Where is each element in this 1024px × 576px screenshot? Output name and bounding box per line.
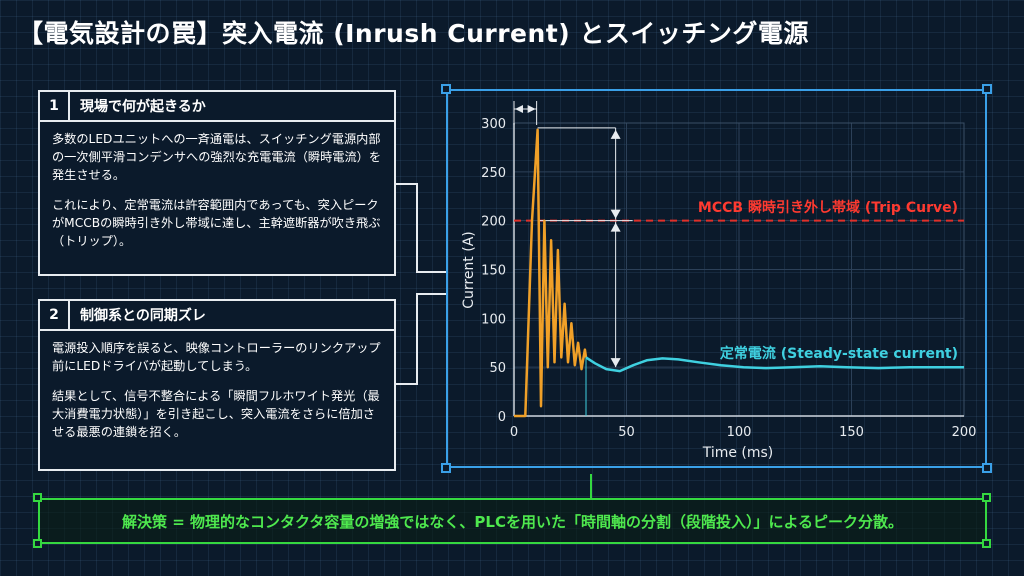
banner-corner [982, 539, 991, 548]
arrow-head [610, 222, 621, 232]
x-tick-label: 100 [727, 425, 752, 440]
arrow-head [515, 105, 523, 113]
solution-banner: 解決策 = 物理的なコンタクタ容量の増強ではなく、PLCを用いた「時間軸の分割（… [38, 498, 987, 544]
y-tick-label: 150 [481, 264, 506, 279]
y-tick-label: 200 [481, 215, 506, 230]
arrow-head [610, 129, 621, 139]
card-paragraph: これにより、定常電流は許容範囲内であっても、突入ピークがMCCBの瞬時引き外し帯… [52, 198, 381, 248]
steady-current-label: 定常電流 (Steady-state current) [720, 345, 958, 362]
banner-corner [33, 539, 42, 548]
frame-corner [982, 84, 992, 94]
connector-line [416, 271, 446, 273]
connector-line [396, 183, 418, 185]
y-tick-label: 300 [481, 117, 506, 132]
x-tick-label: 200 [952, 425, 977, 440]
solution-text: 解決策 = 物理的なコンタクタ容量の増強ではなく、PLCを用いた「時間軸の分割（… [121, 512, 904, 531]
connector-line [416, 293, 418, 385]
chart-frame [446, 89, 987, 468]
arrow-head [610, 209, 621, 219]
connector-line [396, 383, 418, 385]
inrush-series-line [514, 128, 588, 418]
arrow-head [527, 105, 536, 113]
trip-curve-label: MCCB 瞬時引き外し帯域 (Trip Curve) [698, 199, 958, 216]
card-paragraph: 結果として、信号不整合による「瞬間フルホワイト発光（最大消費電力状態）」を引き起… [52, 389, 380, 439]
connector-line [416, 183, 418, 273]
frame-corner [441, 463, 451, 473]
y-tick-label: 50 [489, 361, 506, 376]
info-card-1: 1 現場で何が起きるか 多数のLEDユニットへの一斉通電は、スイッチング電源内部… [38, 90, 396, 276]
connector-line [590, 474, 592, 498]
y-axis-label: Current (A) [461, 231, 477, 309]
card-number: 2 [40, 301, 70, 329]
frame-corner [441, 84, 451, 94]
card-paragraph: 多数のLEDユニットへの一斉通電は、スイッチング電源内部の一次側平滑コンデンサへ… [52, 132, 382, 182]
card-heading: 制御系との同期ズレ [80, 308, 206, 324]
steady-series-line [585, 356, 964, 373]
frame-corner [982, 463, 992, 473]
connector-line [416, 293, 446, 295]
chart-guides [513, 101, 964, 416]
banner-corner [982, 493, 991, 502]
info-card-2: 2 制御系との同期ズレ 電源投入順序を誤ると、映像コントローラーのリンクアップ前… [38, 299, 396, 471]
chart-ticks: 0 50 100 150 200 250 300 0 50 100 150 200 [481, 117, 976, 440]
y-tick-label: 250 [481, 166, 506, 181]
x-tick-label: 150 [839, 425, 864, 440]
x-tick-label: 0 [510, 425, 518, 440]
chart-axes [513, 122, 965, 417]
chart-grid [513, 122, 965, 417]
arrow-head [610, 358, 621, 368]
chart-series [514, 128, 964, 418]
y-tick-label: 100 [481, 312, 506, 327]
card-number: 1 [40, 92, 70, 120]
banner-corner [33, 493, 42, 502]
card-paragraph: 電源投入順序を誤ると、映像コントローラーのリンクアップ前にLEDドライバが起動し… [52, 341, 381, 373]
x-axis-label: Time (ms) [702, 445, 774, 461]
card-heading: 現場で何が起きるか [80, 99, 206, 115]
page-title: 【電気設計の罠】突入電流 (Inrush Current) とスイッチング電源 [18, 19, 809, 48]
y-tick-label: 0 [498, 410, 506, 425]
x-tick-label: 50 [618, 425, 635, 440]
